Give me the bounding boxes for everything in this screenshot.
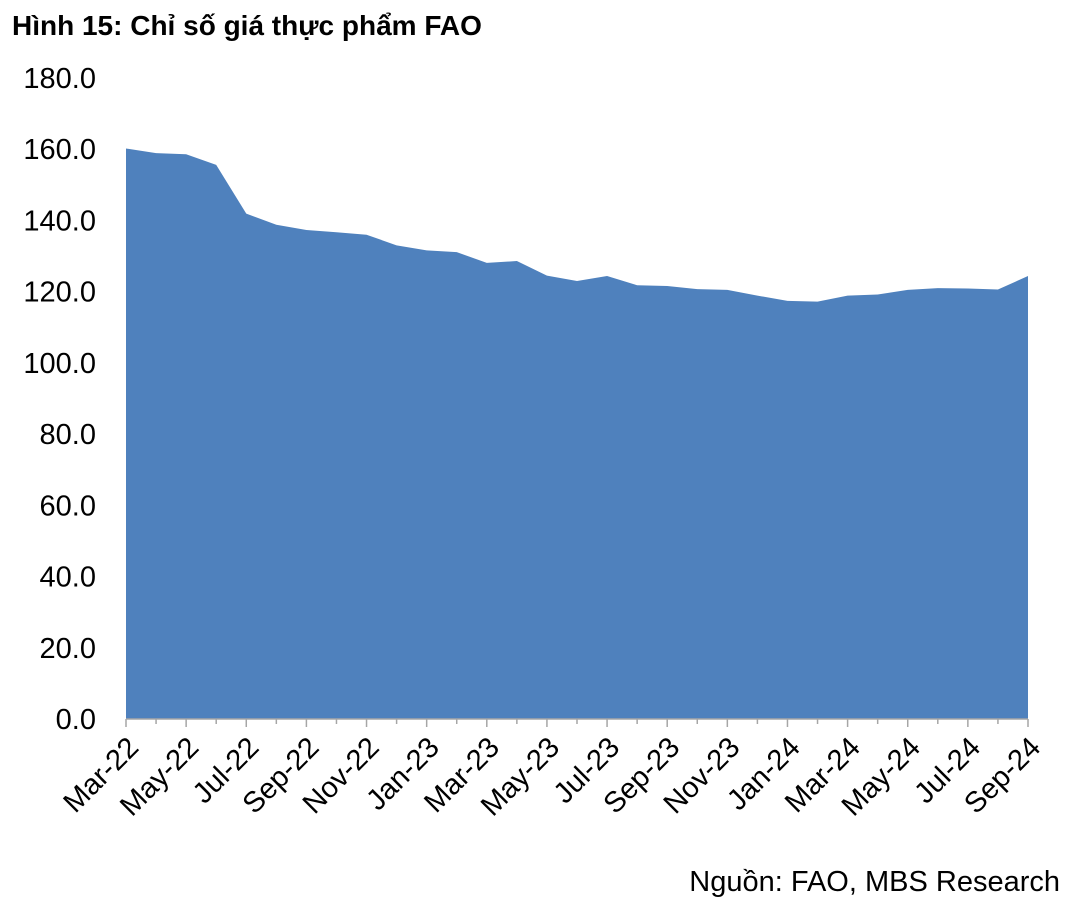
y-tick-label: 120.0 (23, 277, 96, 309)
y-tick-label: 40.0 (40, 562, 96, 594)
y-tick-label: 140.0 (23, 205, 96, 237)
y-tick-label: 0.0 (56, 704, 96, 736)
y-axis-ticks: 0.0 20.0 40.0 60.0 80.0 100.0 120.0 140.0 160.0 1… (23, 63, 96, 736)
x-axis: Mar-22May-22Jul-22Sep-22Nov-22Jan-23Mar-… (58, 718, 1047, 822)
y-tick-label: 100.0 (23, 348, 96, 380)
y-tick-label: 20.0 (40, 633, 96, 665)
source-note: Nguồn: FAO, MBS Research (689, 866, 1060, 898)
y-tick-label: 80.0 (40, 419, 96, 451)
y-tick-label: 180.0 (23, 63, 96, 95)
chart-title: Hình 15: Chỉ số giá thực phẩm FAO (12, 10, 482, 41)
plot-area (126, 148, 1028, 719)
y-tick-label: 160.0 (23, 134, 96, 166)
area-series-food-price-index (126, 148, 1028, 719)
y-tick-label: 60.0 (40, 490, 96, 522)
